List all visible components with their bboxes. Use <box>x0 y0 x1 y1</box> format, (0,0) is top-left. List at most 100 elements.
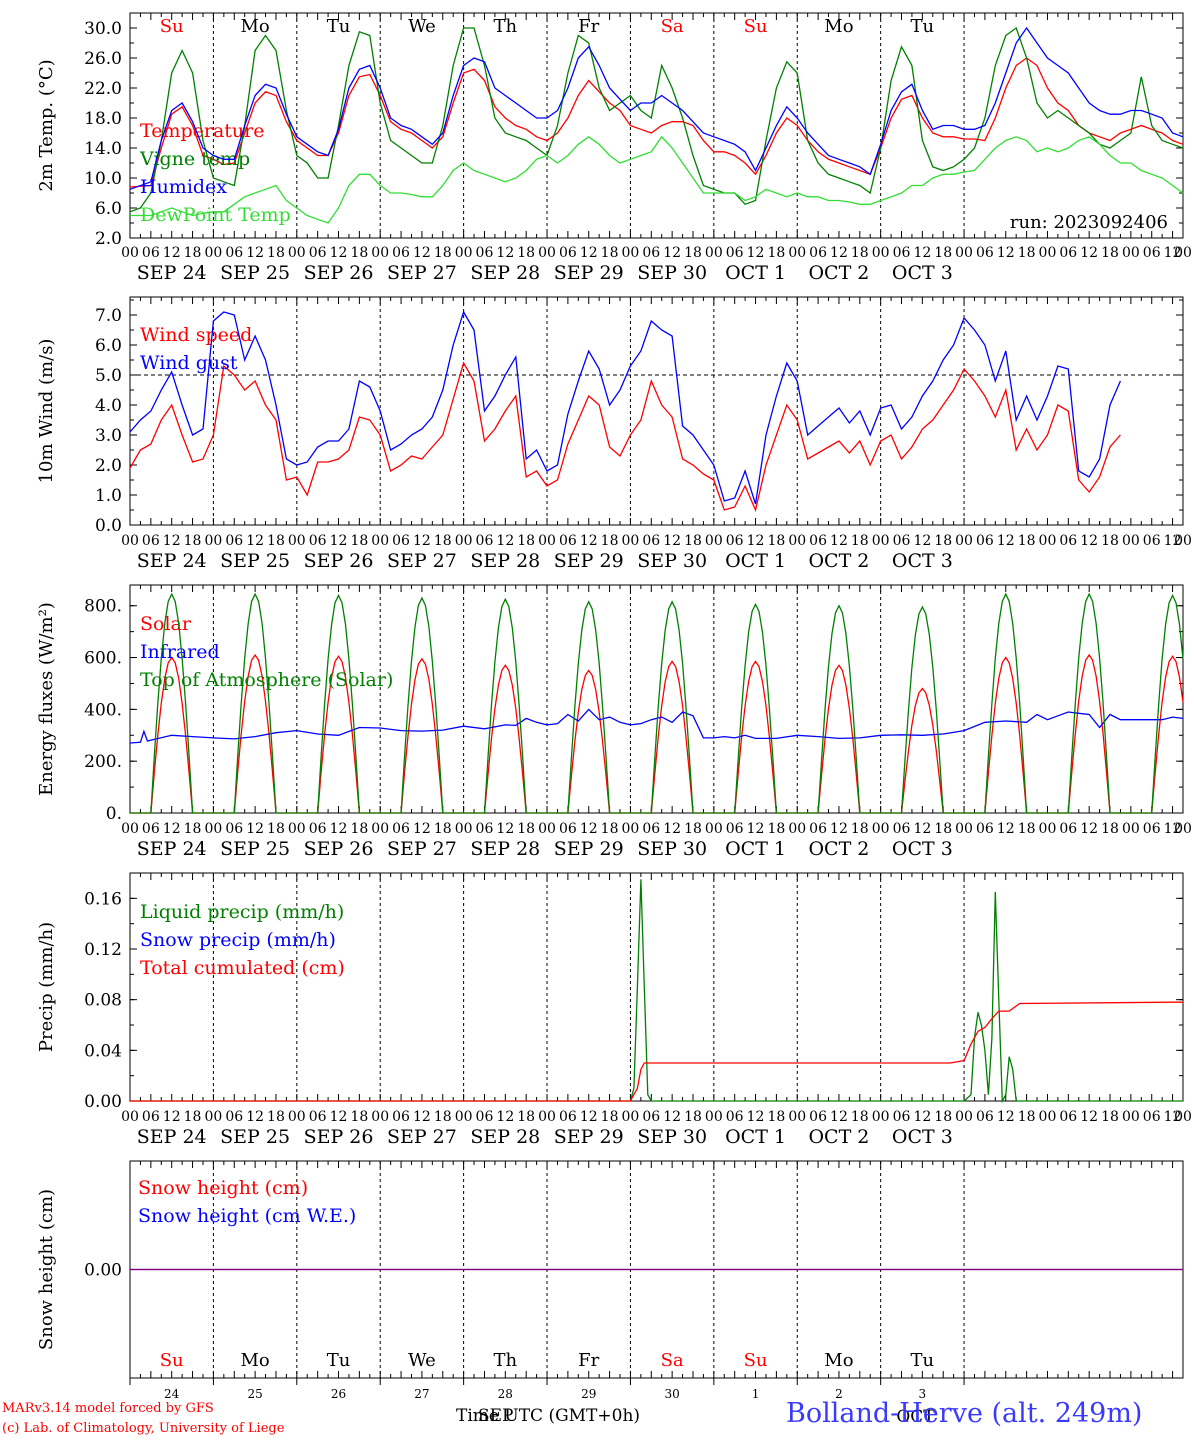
hour-label: 06 <box>893 821 911 837</box>
hour-label: 18 <box>267 821 285 837</box>
hour-label: 00 <box>538 1109 556 1125</box>
hour-label: 12 <box>1164 533 1182 549</box>
hour-label: 12 <box>1080 1109 1098 1125</box>
hour-label: 12 <box>496 1109 514 1125</box>
hour-label: 06 <box>225 245 243 261</box>
hour-label: 12 <box>580 1109 598 1125</box>
hour-label: 06 <box>142 533 160 549</box>
date-label: SEP 27 <box>387 262 457 284</box>
hour-label: 12 <box>913 245 931 261</box>
hour-label: 12 <box>997 821 1015 837</box>
hour-label: 06 <box>1059 245 1077 261</box>
date-label: OCT 3 <box>892 262 953 284</box>
hour-label: 18 <box>934 1109 952 1125</box>
hour-label: 06 <box>559 533 577 549</box>
hour-label: 12 <box>330 821 348 837</box>
day-name: Sa <box>661 1350 684 1371</box>
hour-label: 00 <box>538 821 556 837</box>
legend-entry: Temperature <box>140 120 264 142</box>
hour-label: 06 <box>142 245 160 261</box>
hour-label: 12 <box>913 1109 931 1125</box>
hour-label: 18 <box>851 245 869 261</box>
hour-label: 00 <box>705 821 723 837</box>
legend-entry: Infrared <box>140 641 220 663</box>
hour-label: 18 <box>934 245 952 261</box>
hour-label: 12 <box>246 533 264 549</box>
date-label: SEP 25 <box>220 838 290 860</box>
date-label: OCT 3 <box>892 550 953 572</box>
hour-label: 00 <box>872 1109 890 1125</box>
hour-label: 00 <box>622 245 640 261</box>
hour-label: 18 <box>184 821 202 837</box>
date-label: SEP 30 <box>637 1126 707 1148</box>
hour-label: 18 <box>601 533 619 549</box>
hour-label: 18 <box>434 1109 452 1125</box>
hour-label: 00 <box>788 245 806 261</box>
hour-label: 06 <box>309 245 327 261</box>
series-line-wind-gust <box>129 310 1121 505</box>
hour-label: 06 <box>309 533 327 549</box>
hour-label: 00 <box>204 1109 222 1125</box>
hour-label: 18 <box>934 821 952 837</box>
hour-label: 12 <box>413 245 431 261</box>
legend-entry: Humidex <box>140 176 227 198</box>
hour-label: 18 <box>267 533 285 549</box>
hour-label: 12 <box>246 245 264 261</box>
hour-label: 06 <box>642 533 660 549</box>
hour-label: 00 <box>788 1109 806 1125</box>
hour-label: 18 <box>350 245 368 261</box>
hour-label: 06 <box>559 821 577 837</box>
hour-label: 12 <box>580 821 598 837</box>
hour-label: 00 <box>371 821 389 837</box>
hour-label: 12 <box>747 821 765 837</box>
bottom-day-number: 25 <box>247 1387 262 1401</box>
hour-label: 12 <box>997 533 1015 549</box>
day-name: Mo <box>240 16 269 37</box>
date-label: OCT 3 <box>892 838 953 860</box>
hour-label: 06 <box>1059 1109 1077 1125</box>
date-label: SEP 28 <box>470 838 540 860</box>
hour-label: 00 <box>1174 533 1192 549</box>
date-label: SEP 28 <box>470 550 540 572</box>
hour-label: 12 <box>246 1109 264 1125</box>
series-line-infrared <box>129 708 1184 744</box>
hour-label: 12 <box>496 245 514 261</box>
y-axis-label: 2m Temp. (°C) <box>36 59 57 191</box>
hour-label: 18 <box>434 245 452 261</box>
hour-label: 00 <box>204 245 222 261</box>
hour-label: 06 <box>726 533 744 549</box>
y-tick-label: 1.0 <box>95 486 122 506</box>
bottom-day-number: 27 <box>414 1387 429 1401</box>
date-label: OCT 1 <box>725 838 786 860</box>
y-axis-label: 10m Wind (m/s) <box>36 339 57 484</box>
date-label: SEP 24 <box>137 1126 207 1148</box>
hour-label: 00 <box>1039 821 1057 837</box>
y-tick-label: 0.00 <box>84 1092 122 1112</box>
legend-entry: Vigne temp <box>139 148 250 170</box>
hour-label: 00 <box>1122 821 1140 837</box>
hour-label: 12 <box>830 533 848 549</box>
hour-label: 12 <box>1164 821 1182 837</box>
day-name: Mo <box>240 1350 269 1371</box>
hour-label: 12 <box>163 821 181 837</box>
hour-label: 06 <box>559 245 577 261</box>
hour-label: 18 <box>767 533 785 549</box>
hour-label: 12 <box>496 533 514 549</box>
y-tick-label: 2.0 <box>95 456 122 476</box>
y-axis-label: Energy fluxes (W/m²) <box>36 602 57 796</box>
hour-label: 18 <box>684 533 702 549</box>
day-name: Sa <box>661 16 684 37</box>
y-tick-label: 26.0 <box>84 49 122 69</box>
y-tick-label: 6.0 <box>95 199 122 219</box>
series-line-dewpoint-temp <box>130 135 1184 224</box>
hour-label: 18 <box>767 245 785 261</box>
y-tick-label: 0.16 <box>84 889 122 909</box>
hour-label: 00 <box>455 1109 473 1125</box>
bottom-day-number: 1 <box>752 1387 760 1401</box>
date-label: SEP 26 <box>304 550 374 572</box>
day-name: Th <box>494 1350 518 1371</box>
hour-label: 06 <box>726 1109 744 1125</box>
lab-credit: (c) Lab. of Climatology, University of L… <box>2 1421 285 1436</box>
day-name: Mo <box>824 1350 853 1371</box>
